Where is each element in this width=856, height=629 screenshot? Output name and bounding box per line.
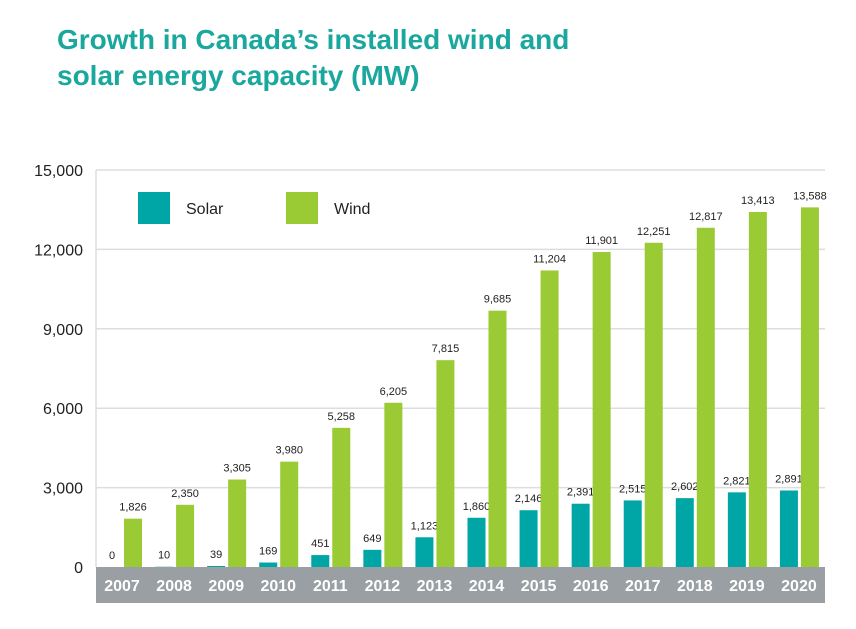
wind-bar	[592, 252, 611, 567]
x-tick-label: 2011	[313, 578, 348, 595]
x-tick-label: 2013	[417, 578, 453, 595]
x-tick-label: 2008	[156, 578, 192, 595]
y-tick-label: 0	[74, 560, 83, 577]
wind-data-label: 13,588	[793, 190, 827, 202]
solar-data-label: 649	[363, 533, 381, 545]
wind-data-label: 1,826	[119, 502, 147, 514]
wind-data-label: 6,205	[380, 386, 408, 398]
x-tick-label: 2016	[573, 578, 609, 595]
title-line-1: Growth in Canada’s installed wind and	[57, 24, 570, 55]
solar-bar	[259, 562, 278, 567]
y-tick-label: 3,000	[43, 481, 83, 498]
solar-data-label: 10	[158, 550, 170, 562]
solar-bar	[675, 498, 694, 567]
wind-data-label: 13,413	[741, 195, 775, 207]
solar-data-label: 2,146	[515, 493, 543, 505]
y-tick-label: 9,000	[43, 322, 83, 339]
wind-bar	[436, 360, 455, 567]
wind-bar	[800, 207, 819, 568]
wind-bar	[488, 310, 507, 567]
x-axis-band	[96, 567, 825, 603]
wind-data-label: 3,305	[223, 463, 251, 475]
wind-bar	[124, 518, 142, 567]
solar-data-label: 2,821	[723, 475, 751, 487]
x-tick-label: 2012	[365, 578, 401, 595]
solar-bar	[415, 537, 434, 567]
x-tick-label: 2014	[469, 578, 505, 595]
wind-data-label: 2,350	[171, 488, 199, 500]
solar-data-label: 2,602	[671, 481, 699, 493]
wind-data-label: 7,815	[432, 343, 460, 355]
y-tick-label: 6,000	[43, 401, 83, 418]
solar-data-label: 39	[210, 549, 222, 561]
solar-data-label: 1,123	[411, 520, 439, 532]
solar-bar	[571, 503, 590, 567]
wind-data-label: 12,251	[637, 226, 671, 238]
wind-bar	[748, 212, 767, 567]
wind-bar	[384, 402, 403, 567]
legend-label-solar: Solar	[186, 201, 224, 218]
x-tick-label: 2009	[208, 578, 244, 595]
x-tick-label: 2007	[104, 578, 140, 595]
wind-data-label: 5,258	[328, 411, 356, 423]
wind-bar	[540, 270, 559, 567]
solar-data-label: 2,891	[775, 473, 803, 485]
y-tick-label: 12,000	[34, 242, 83, 259]
wind-data-label: 3,980	[275, 445, 303, 457]
solar-data-label: 1,860	[463, 501, 491, 513]
solar-bar	[779, 490, 798, 567]
wind-data-label: 12,817	[689, 211, 723, 223]
x-tick-label: 2018	[677, 578, 713, 595]
chart-title: Growth in Canada’s installed wind and so…	[57, 22, 569, 94]
solar-bar	[363, 549, 382, 567]
legend-swatch-wind	[286, 192, 318, 224]
y-tick-label: 15,000	[34, 163, 83, 180]
legend-label-wind: Wind	[334, 201, 370, 218]
solar-bar	[623, 500, 642, 567]
wind-bar	[332, 427, 351, 567]
solar-data-label: 2,515	[619, 483, 647, 495]
x-tick-label: 2017	[625, 578, 661, 595]
legend-swatch-solar	[138, 192, 170, 224]
solar-data-label: 2,391	[567, 487, 595, 499]
solar-bar	[519, 510, 538, 567]
solar-data-label: 0	[109, 550, 115, 562]
x-tick-label: 2019	[729, 578, 765, 595]
wind-bar	[644, 242, 663, 567]
solar-bar	[727, 492, 746, 567]
wind-bar	[176, 504, 195, 567]
wind-bar	[696, 227, 715, 567]
x-tick-label: 2015	[521, 578, 557, 595]
solar-data-label: 451	[311, 538, 329, 550]
x-tick-label: 2010	[260, 578, 296, 595]
solar-bar	[467, 517, 486, 567]
wind-data-label: 11,901	[585, 235, 618, 247]
title-line-2: solar energy capacity (MW)	[57, 60, 420, 91]
solar-bar	[311, 555, 330, 567]
solar-data-label: 169	[259, 546, 277, 558]
x-tick-label: 2020	[781, 578, 817, 595]
solar-bar	[207, 565, 226, 567]
wind-bar	[280, 461, 299, 567]
wind-bar	[228, 479, 247, 567]
wind-data-label: 11,204	[533, 253, 566, 265]
wind-data-label: 9,685	[484, 294, 512, 306]
